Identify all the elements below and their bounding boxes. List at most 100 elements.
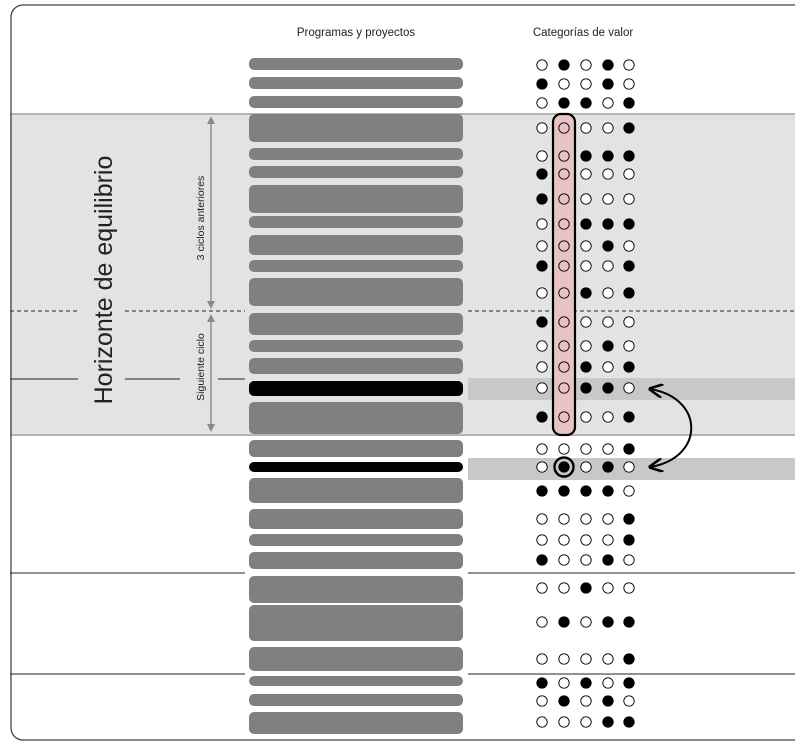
value-dot-empty	[580, 411, 592, 423]
program-bar	[249, 166, 463, 178]
value-dot-empty	[580, 78, 592, 90]
program-bar	[249, 278, 463, 306]
value-dot-empty	[558, 122, 570, 134]
value-dot-filled	[536, 316, 548, 328]
value-dot-empty	[536, 340, 548, 352]
value-dot-filled	[602, 461, 614, 473]
value-dot-empty	[623, 240, 635, 252]
categories-column-header: Categorías de valor	[533, 27, 634, 39]
value-dot-empty	[623, 78, 635, 90]
value-dot-filled	[580, 485, 592, 497]
value-dot-empty	[580, 554, 592, 566]
value-dot-empty	[536, 443, 548, 455]
program-bar	[249, 260, 463, 272]
value-dot-filled	[580, 677, 592, 689]
value-dot-filled	[602, 340, 614, 352]
value-dot-filled	[580, 287, 592, 299]
value-dot-empty	[558, 287, 570, 299]
program-bar	[249, 534, 463, 546]
value-dot-empty	[558, 554, 570, 566]
value-dot-empty	[580, 193, 592, 205]
program-bar	[249, 676, 463, 686]
value-dot-filled	[558, 461, 570, 473]
value-dot-filled	[536, 485, 548, 497]
value-dot-empty	[580, 260, 592, 272]
program-bar	[249, 694, 463, 706]
value-dot-empty	[580, 653, 592, 665]
value-dot-filled	[580, 218, 592, 230]
value-dot-empty	[580, 316, 592, 328]
value-dot-filled	[623, 218, 635, 230]
value-dot-empty	[602, 122, 614, 134]
value-dot-empty	[536, 150, 548, 162]
swap-arrow-icon	[650, 389, 693, 467]
value-dot-empty	[623, 382, 635, 394]
value-dot-empty	[602, 534, 614, 546]
value-dot-empty	[602, 582, 614, 594]
value-dot-empty	[602, 168, 614, 180]
next-cycle-arrow-top-icon	[207, 314, 215, 322]
value-dot-empty	[558, 260, 570, 272]
program-bar	[249, 605, 463, 641]
value-dot-empty	[623, 59, 635, 71]
program-bar	[249, 478, 463, 503]
value-dot-filled	[602, 554, 614, 566]
value-dot-empty	[536, 534, 548, 546]
value-dot-empty	[558, 150, 570, 162]
previous-cycles-arrow-bottom-icon	[207, 301, 215, 309]
value-dot-empty	[580, 716, 592, 728]
value-dot-empty	[602, 653, 614, 665]
value-dot-filled	[602, 695, 614, 707]
value-dot-empty	[623, 554, 635, 566]
program-bar	[249, 313, 463, 335]
value-dot-empty	[558, 193, 570, 205]
value-dot-empty	[623, 168, 635, 180]
program-bar	[249, 712, 463, 734]
value-dot-filled	[602, 218, 614, 230]
value-dot-empty	[558, 240, 570, 252]
previous-cycles-arrow-top-icon	[207, 116, 215, 124]
program-bar	[249, 96, 463, 108]
diagram-frame	[10, 4, 795, 741]
value-dot-filled	[602, 78, 614, 90]
value-dot-empty	[558, 534, 570, 546]
value-dot-filled	[623, 287, 635, 299]
value-dot-empty	[602, 260, 614, 272]
swapped-dot-ring	[553, 456, 575, 478]
value-dot-filled	[580, 97, 592, 109]
value-dot-empty	[580, 443, 592, 455]
program-bar	[249, 647, 463, 671]
value-dot-empty	[536, 361, 548, 373]
value-dot-empty	[536, 461, 548, 473]
cycle-dividers	[10, 310, 795, 675]
value-category-dots	[536, 59, 635, 728]
value-dot-filled	[623, 122, 635, 134]
value-dot-empty	[558, 677, 570, 689]
program-bar	[249, 77, 463, 89]
value-dot-empty	[558, 168, 570, 180]
value-dot-empty	[558, 716, 570, 728]
value-dot-empty	[580, 122, 592, 134]
value-dot-filled	[536, 193, 548, 205]
value-dot-empty	[536, 513, 548, 525]
program-bar	[249, 552, 463, 569]
value-dot-filled	[536, 168, 548, 180]
value-dot-empty	[536, 382, 548, 394]
value-dot-filled	[602, 485, 614, 497]
value-dot-empty	[580, 59, 592, 71]
value-dot-empty	[536, 616, 548, 628]
value-dot-filled	[558, 59, 570, 71]
program-bar	[249, 114, 463, 142]
value-dot-filled	[623, 443, 635, 455]
value-dot-filled	[623, 716, 635, 728]
program-bar	[249, 509, 463, 529]
value-dot-empty	[536, 218, 548, 230]
value-dot-filled	[623, 260, 635, 272]
value-dot-filled	[623, 411, 635, 423]
value-dot-filled	[623, 361, 635, 373]
value-dot-filled	[623, 677, 635, 689]
program-bar-highlighted	[249, 462, 463, 472]
next-cycle-arrow-bottom-icon	[207, 424, 215, 432]
highlighted-category-column	[553, 114, 575, 435]
